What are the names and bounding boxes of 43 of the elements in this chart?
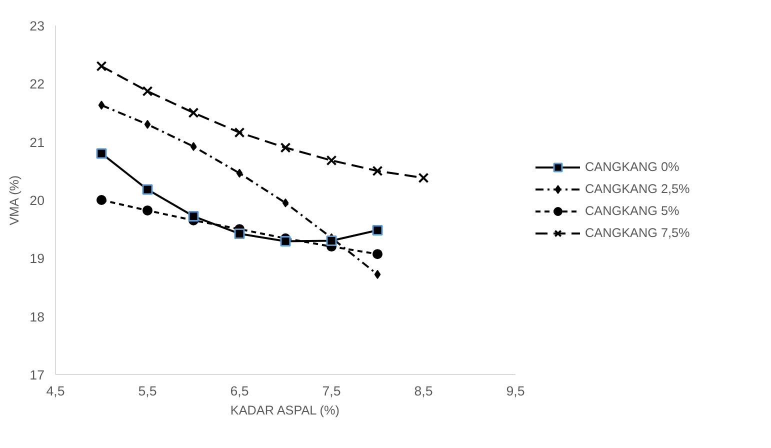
point: [96, 148, 107, 159]
point: [96, 195, 106, 205]
point: [234, 228, 245, 239]
y-tick-label: 20: [30, 193, 45, 208]
x-tick-label: 6,5: [230, 384, 249, 398]
y-tick-label: 18: [30, 309, 45, 324]
x-tick-label: 5,5: [138, 384, 157, 398]
point: [142, 184, 153, 195]
point: [374, 270, 381, 279]
point: [144, 120, 151, 129]
point: [372, 166, 383, 176]
point: [142, 205, 152, 216]
point: [96, 60, 107, 72]
point: [280, 236, 291, 247]
y-axis-title: VMA (%): [8, 175, 22, 226]
point: [142, 86, 153, 96]
legend-label: CANGKANG 5%: [585, 204, 680, 218]
y-tick-label: 22: [30, 76, 45, 92]
point: [326, 235, 337, 246]
point: [372, 224, 383, 236]
y-tick-label: 17: [30, 368, 45, 382]
x-tick-label: 9,5: [506, 384, 525, 398]
point: [188, 211, 199, 222]
point: [280, 142, 291, 153]
point: [418, 172, 429, 184]
point: [236, 168, 243, 178]
x-axis-title: KADAR ASPAL (%): [230, 404, 340, 418]
x-tick-label: 7,5: [322, 384, 341, 398]
y-tick-label: 19: [30, 251, 45, 266]
y-tick-label: 21: [30, 134, 45, 150]
point: [282, 198, 289, 208]
point: [326, 155, 337, 166]
y-tick-label: 23: [30, 18, 45, 34]
point: [188, 108, 199, 118]
legend-label: CANGKANG 7,5%: [585, 226, 690, 240]
point: [234, 127, 245, 138]
point: [372, 249, 382, 260]
legend-label: CANGKANG 2,5%: [585, 182, 690, 196]
x-tick-label: 4,5: [46, 384, 65, 398]
point: [98, 100, 105, 110]
x-tick-label: 8,5: [414, 384, 433, 398]
point: [190, 142, 197, 151]
legend-label: CANGKANG 0%: [585, 160, 680, 174]
